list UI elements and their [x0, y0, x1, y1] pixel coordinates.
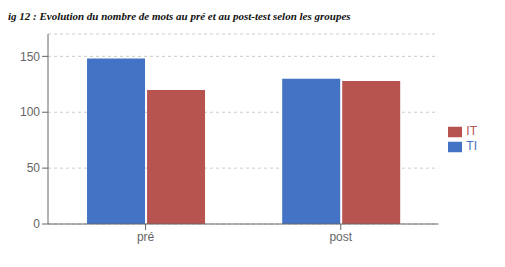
svg-text:post: post — [329, 230, 352, 244]
svg-text:50: 50 — [27, 161, 41, 175]
svg-text:100: 100 — [20, 105, 40, 119]
html-text:IT: IT — [466, 124, 477, 139]
svg-text:0: 0 — [33, 217, 40, 231]
svg-text:pré: pré — [137, 230, 155, 244]
svg-text:150: 150 — [20, 50, 40, 64]
html-text:ig 12 : Evolution du nombre de: ig 12 : Evolution du nombre de mots au p… — [8, 10, 351, 22]
html-text:TI: TI — [466, 139, 477, 153]
